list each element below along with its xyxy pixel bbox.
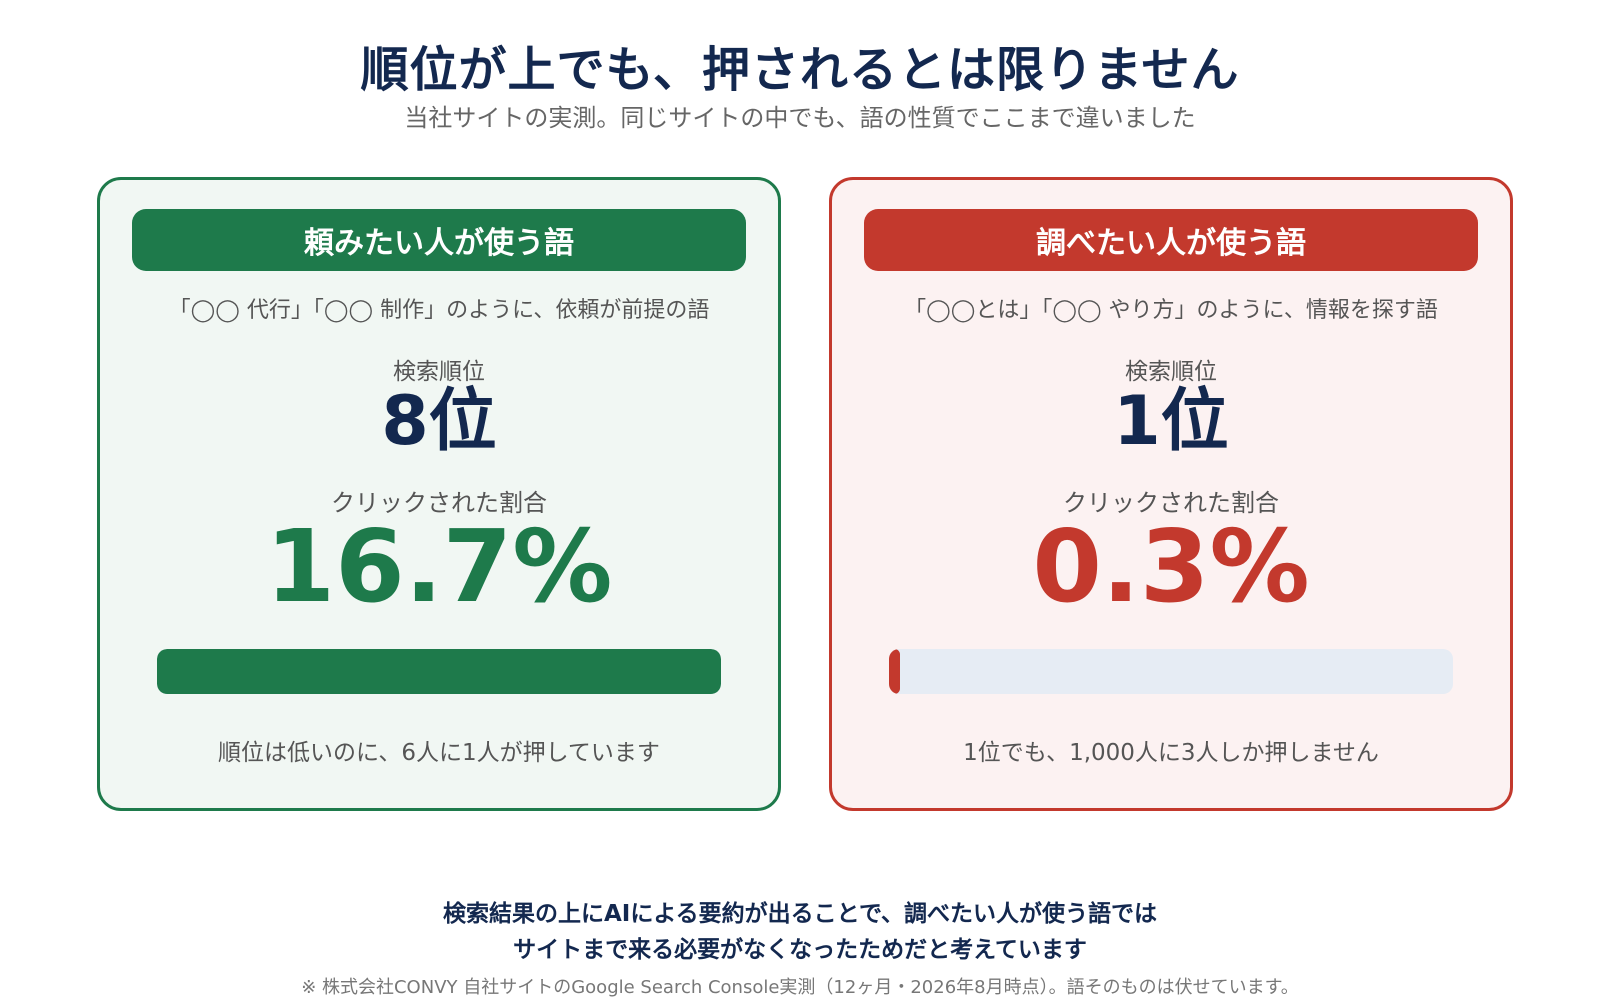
card-request-terms: 頼みたい人が使う語 「◯◯ 代行」「◯◯ 制作」のように、依頼が前提の語 検索順…: [97, 177, 781, 811]
rank-value: 1位: [1113, 382, 1229, 461]
ctr-value: 16.7%: [265, 508, 613, 625]
ctr-bar-track: [157, 649, 721, 694]
ctr-bar-track: [889, 649, 1453, 694]
card-note: 1位でも、1,000人に3人しか押しません: [963, 740, 1379, 766]
ctr-bar-fill: [157, 649, 721, 694]
card-description: 「◯◯ 代行」「◯◯ 制作」のように、依頼が前提の語: [168, 298, 710, 323]
ctr-bar-fill: [889, 649, 900, 694]
card-header: 頼みたい人が使う語: [132, 209, 746, 271]
card-research-terms: 調べたい人が使う語 「◯◯とは」「◯◯ やり方」のように、情報を探す語 検索順位…: [829, 177, 1513, 811]
page-subtitle: 当社サイトの実測。同じサイトの中でも、語の性質でここまで違いました: [404, 104, 1196, 132]
card-header: 調べたい人が使う語: [864, 209, 1478, 271]
page-title: 順位が上でも、押されるとは限りません: [360, 42, 1240, 98]
card-description: 「◯◯とは」「◯◯ やり方」のように、情報を探す語: [904, 298, 1438, 323]
ctr-label: クリックされた割合: [331, 489, 547, 517]
rank-value: 8位: [381, 382, 497, 461]
footnote: ※ 株式会社CONVY 自社サイトのGoogle Search Console実…: [301, 977, 1299, 998]
conclusion-line-2: サイトまで来る必要がなくなったためだと考えています: [513, 937, 1087, 963]
conclusion-text: 検索結果の上にAIによる要約が出ることで、調べたい人が使う語では サイトまで来る…: [0, 896, 1600, 968]
card-note: 順位は低いのに、6人に1人が押しています: [218, 740, 660, 766]
ctr-label: クリックされた割合: [1063, 489, 1279, 517]
rank-label: 検索順位: [393, 359, 485, 385]
conclusion-line-1: 検索結果の上にAIによる要約が出ることで、調べたい人が使う語では: [442, 901, 1158, 927]
rank-label: 検索順位: [1125, 359, 1217, 385]
ctr-value: 0.3%: [1032, 508, 1310, 625]
